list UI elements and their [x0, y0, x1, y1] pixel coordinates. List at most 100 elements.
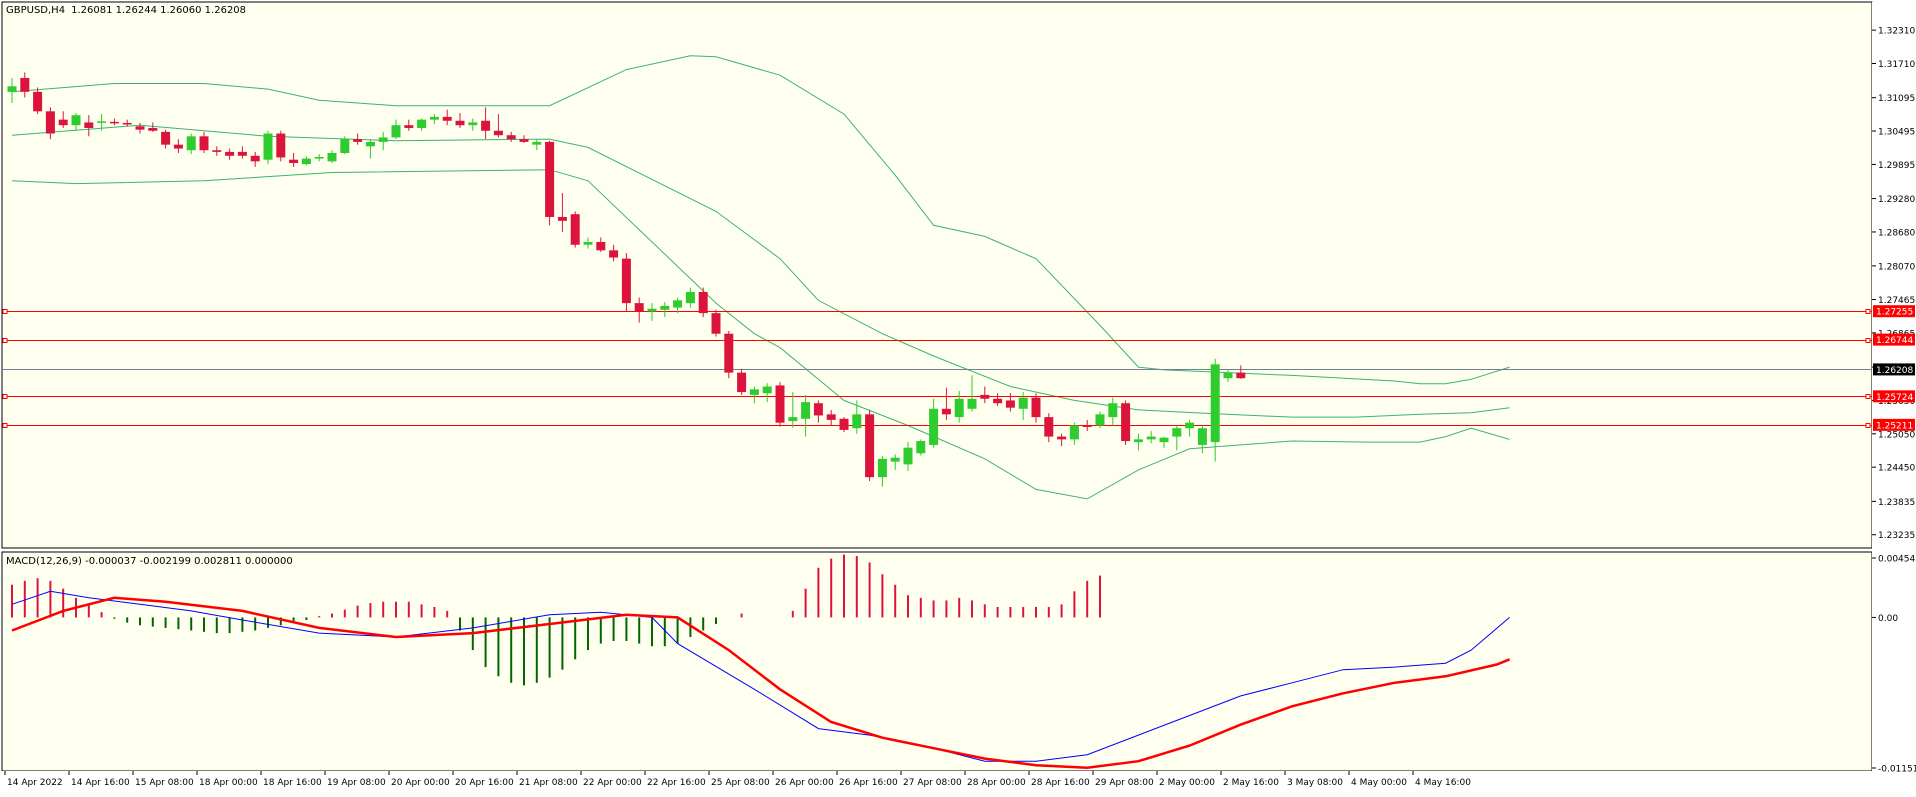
candle-body — [583, 241, 593, 245]
price-axis-area — [1872, 2, 1916, 771]
candle — [941, 387, 951, 420]
candle — [788, 392, 798, 428]
level-price-tag — [1873, 390, 1915, 403]
time-tick-label: 21 Apr 08:00 — [519, 778, 578, 788]
candle — [148, 122, 158, 132]
candle — [33, 87, 43, 115]
candle — [1082, 419, 1092, 432]
level-line-anchor-left[interactable] — [2, 423, 8, 428]
candle-body — [1172, 428, 1182, 437]
candle-body — [941, 408, 951, 415]
candle-body — [1082, 425, 1092, 427]
candle — [301, 156, 311, 166]
time-tick-label: 2 May 00:00 — [1159, 778, 1215, 788]
time-tick-label: 26 Apr 00:00 — [775, 778, 834, 788]
symbol-label: GBPUSD,H4 1.26081 1.26244 1.26060 1.26208 — [6, 5, 246, 16]
price-tick-label: 1.29280 — [1878, 195, 1915, 205]
candle — [673, 297, 683, 314]
candle-body — [737, 372, 747, 393]
candle-body — [621, 258, 631, 304]
candle — [417, 118, 427, 131]
time-tick-label: 2 May 16:00 — [1223, 778, 1279, 788]
candle — [365, 139, 375, 159]
level-line-anchor-left[interactable] — [2, 309, 8, 314]
candle-body — [1223, 372, 1233, 379]
macd-tick-label: -0.011517 — [1878, 765, 1916, 775]
level-line-anchor-left[interactable] — [2, 338, 8, 343]
price-tick-label: 1.24450 — [1878, 464, 1915, 474]
candle — [468, 118, 478, 131]
candle — [1172, 425, 1182, 451]
candle-body — [1031, 397, 1041, 418]
time-tick-label: 4 May 00:00 — [1351, 778, 1407, 788]
candle-body — [71, 115, 81, 126]
price-tick-label: 1.31095 — [1878, 94, 1915, 104]
candle — [596, 237, 606, 252]
candle — [1223, 369, 1233, 383]
bollinger-lower-line — [11, 169, 1510, 500]
candle-body — [762, 386, 772, 394]
candle — [391, 119, 401, 140]
bollinger-bands — [11, 55, 1510, 500]
candle — [314, 154, 324, 162]
candle — [929, 398, 939, 448]
candle-body — [660, 305, 670, 310]
candle-body — [929, 408, 939, 445]
candle — [378, 131, 388, 151]
candle — [839, 417, 849, 433]
candle-body — [1069, 425, 1079, 440]
candle-body — [161, 131, 171, 145]
candle — [404, 119, 414, 131]
time-tick-label: 20 Apr 00:00 — [391, 778, 450, 788]
candle-body — [647, 308, 657, 312]
candle — [647, 303, 657, 321]
candle-body — [135, 126, 145, 130]
level-line-anchor-right[interactable] — [1865, 423, 1871, 428]
candle — [1133, 433, 1143, 451]
price-axis: 1.32310 1.31710 1.31095 1.30495 1.29895 1.292… — [1872, 27, 1916, 775]
candle — [263, 130, 273, 165]
candle — [340, 136, 350, 155]
candle — [7, 77, 17, 103]
candle — [506, 131, 516, 142]
candle — [1108, 397, 1118, 426]
candle-body — [788, 417, 798, 422]
candle-body — [481, 120, 491, 131]
candle — [481, 107, 491, 140]
level-line-anchor-right[interactable] — [1865, 338, 1871, 343]
level-line-anchor-left[interactable] — [2, 394, 8, 399]
level-price-tag — [1873, 418, 1915, 431]
candle — [724, 330, 734, 379]
candle-body — [596, 241, 606, 251]
candle — [826, 409, 836, 426]
candle — [1210, 358, 1220, 462]
candle-body — [391, 125, 401, 138]
candle-body — [289, 159, 299, 164]
candle — [1159, 436, 1169, 448]
candle-body — [916, 441, 926, 454]
candle — [97, 114, 107, 131]
level-line-anchor-right[interactable] — [1865, 309, 1871, 314]
candle-body — [225, 151, 235, 156]
candle — [289, 153, 299, 167]
candle-body — [365, 141, 375, 147]
time-tick-label: 26 Apr 16:00 — [839, 778, 898, 788]
candlesticks — [7, 72, 1246, 487]
time-axis: 14 Apr 2022 14 Apr 16:00 15 Apr 08:00 18 Ap… — [4, 771, 1471, 788]
candle — [429, 114, 439, 125]
time-axis-area — [0, 771, 1916, 793]
candle — [852, 400, 862, 434]
macd-pane-background — [1, 551, 1873, 772]
bid-price-label: 1.26208 — [1876, 366, 1913, 376]
candle-body — [570, 214, 580, 245]
bid-price-tag — [1873, 363, 1915, 376]
candle-body — [314, 156, 324, 159]
candle-body — [493, 130, 503, 136]
time-tick-label: 29 Apr 08:00 — [1095, 778, 1154, 788]
candle-body — [404, 125, 414, 128]
candle — [916, 439, 926, 456]
level-line-anchor-right[interactable] — [1865, 394, 1871, 399]
candle-body — [148, 127, 158, 131]
